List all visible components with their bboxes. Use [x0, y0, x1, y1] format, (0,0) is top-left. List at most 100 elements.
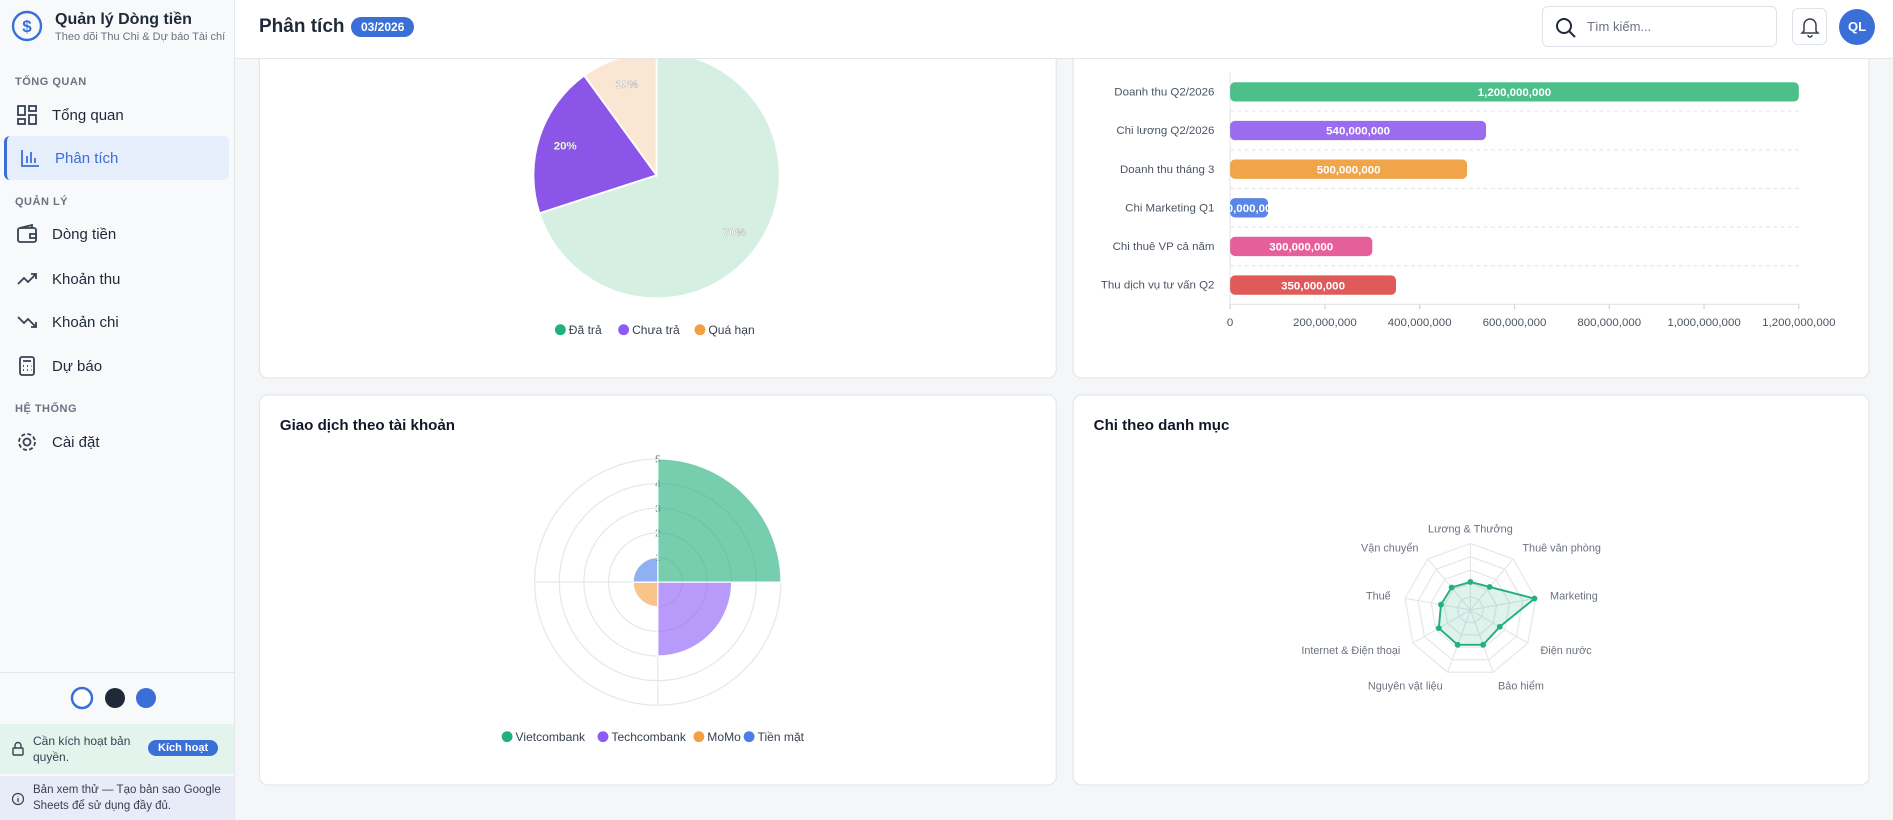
header: Phân tích 03/2026 Tìm kiếm... QL [235, 0, 1893, 59]
nav-item[interactable]: Dòng tiền [4, 212, 226, 256]
page-title: Phân tích [259, 16, 345, 37]
theme-blue[interactable] [136, 688, 156, 708]
nav-label: Khoản chi [52, 313, 119, 331]
notice-text: Bản xem thử — Tạo bản sao Google Sheets … [33, 784, 221, 812]
icon [17, 105, 37, 125]
axis-label: Vận chuyển [1361, 543, 1418, 555]
nav-item[interactable]: Dự báo [4, 344, 226, 388]
radar-point [1454, 641, 1461, 648]
nav-item[interactable]: Phân tích [4, 136, 229, 180]
chart-title: Chi theo danh mục [1094, 417, 1230, 434]
pie-slice [532, 74, 659, 215]
nav-section: HỆ THỐNG [15, 403, 78, 415]
x-tick-label: 1,200,000,000 [1762, 317, 1835, 329]
period-badge: 03/2026 [351, 17, 415, 37]
legend-swatch [693, 731, 705, 743]
bar [1230, 275, 1396, 295]
bell-button[interactable] [1792, 8, 1827, 45]
license-box: Cần kích hoạt bản quyền. Kích hoạt [0, 724, 234, 774]
svg-text:$: $ [22, 17, 32, 36]
chart-title: Giao dịch theo tài khoản [280, 417, 455, 434]
polar-slice [657, 458, 782, 583]
legend-swatch [554, 324, 566, 336]
legend-label: MoMo [707, 730, 741, 744]
nav-item[interactable]: Cài đặt [4, 420, 226, 464]
bell-icon [1800, 18, 1820, 38]
card [1072, 59, 1870, 379]
radar-point [1435, 625, 1442, 632]
bar-value-label: 350,000,000 [1281, 280, 1345, 292]
theme-dark[interactable] [105, 688, 125, 708]
radar-point [1496, 623, 1503, 630]
nav-section: QUẢN LÝ [15, 196, 68, 208]
axis-label: Thuế [1366, 590, 1391, 602]
activate-button[interactable]: Kích hoạt [148, 740, 219, 756]
spoke [1469, 558, 1514, 611]
spoke [1412, 609, 1471, 644]
nav-label: Tổng quan [52, 106, 124, 124]
legend-swatch [597, 731, 609, 743]
bar [1230, 82, 1799, 102]
bar [1230, 236, 1373, 257]
y-tick-label: Doanh thu tháng 3 [1120, 164, 1214, 176]
spoke [1447, 609, 1471, 673]
icon [18, 433, 36, 451]
radar-point [1467, 579, 1474, 585]
notice-box: Bản xem thử — Tạo bản sao Google Sheets … [0, 776, 234, 820]
nav-item[interactable]: Khoản thu [4, 257, 226, 301]
sidebar: $ Quản lý Dòng tiền Theo dõi Thu Chi & D… [0, 0, 235, 820]
legend-label: Vietcombank [516, 730, 586, 744]
theme-picker [70, 686, 156, 710]
info-icon [11, 792, 25, 806]
x-tick-label: 1,000,000,000 [1667, 317, 1740, 329]
polar-slice [657, 581, 733, 657]
spoke [1470, 597, 1536, 611]
app-title: Quản lý Dòng tiền [55, 11, 192, 28]
legend-swatch [618, 324, 630, 336]
license-text: Cần kích hoạt bản quyền. [33, 734, 131, 764]
axis-label: Bảo hiểm [1498, 681, 1544, 693]
radar-point [1531, 595, 1538, 602]
radar-point [1480, 641, 1487, 648]
icon [19, 356, 35, 376]
y-tick-label: Chi Marketing Q1 [1125, 202, 1214, 214]
legend-label: Techcombank [611, 730, 686, 744]
legend-swatch [743, 731, 755, 743]
polar-slice [632, 581, 659, 608]
nav-label: Khoản thu [52, 270, 121, 288]
nav-item[interactable]: Khoản chi [4, 300, 226, 344]
bar-value-label: 540,000,000 [1326, 126, 1390, 138]
bar-value-label: 80,000,000 [1220, 203, 1277, 215]
lock-icon [12, 741, 24, 756]
grid-ring [1417, 556, 1524, 661]
polar-slice [632, 556, 659, 583]
axis-label: Lương & Thưởng [1428, 524, 1513, 536]
icon [17, 273, 37, 285]
nav-item[interactable]: Tổng quan [4, 93, 226, 137]
legend-label: Quá hạn [708, 323, 754, 337]
x-tick-label: 800,000,000 [1577, 317, 1641, 329]
axis-label: Marketing [1550, 590, 1598, 602]
radar-point [1438, 601, 1444, 608]
axis-label: Internet & Điện thoại [1301, 645, 1400, 657]
y-tick-label: Doanh thu Q2/2026 [1114, 87, 1214, 99]
chart-area: Giao dịch theo tài khoản Chi theo danh m… [258, 59, 1870, 786]
grid-ring [1456, 595, 1485, 623]
x-tick-label: 200,000,000 [1293, 317, 1357, 329]
avatar[interactable]: QL [1839, 9, 1875, 45]
legend-label: Tiền mặt [758, 730, 805, 744]
pie-value-label: 20% [554, 141, 577, 153]
pie-slice [538, 59, 781, 300]
y-tick-label: Chi thuê VP cả năm [1113, 241, 1215, 253]
pie-value-label: 70% [723, 227, 746, 239]
search-box[interactable]: Tìm kiếm... [1542, 6, 1777, 47]
axis-label: Thuê văn phòng [1522, 543, 1601, 555]
divider [0, 672, 234, 673]
y-tick-label: Chi lương Q2/2026 [1116, 125, 1214, 137]
radar-area [1437, 580, 1537, 646]
icon [21, 150, 39, 167]
x-tick-label: 400,000,000 [1388, 317, 1452, 329]
grid-ring [1404, 542, 1537, 673]
theme-light[interactable] [70, 686, 94, 710]
